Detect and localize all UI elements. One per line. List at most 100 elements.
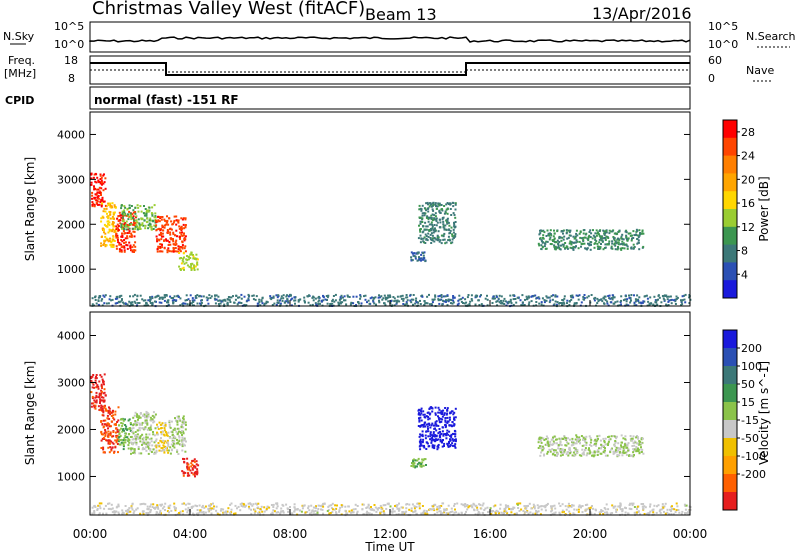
data-cell [99,192,101,194]
data-cell [180,217,183,220]
data-cell [398,502,400,505]
data-cell [107,502,109,505]
data-cell [171,431,174,434]
data-cell [272,295,275,298]
data-cell [159,509,162,512]
data-cell [586,503,589,506]
data-cell [570,243,573,246]
data-cell [174,509,177,512]
data-cell [355,295,358,298]
data-cell [610,247,613,250]
data-cell [510,511,513,514]
data-cell [587,448,590,451]
data-cell [124,241,127,244]
data-cell [466,508,469,511]
data-cell [117,215,120,218]
data-cell [124,206,127,209]
data-cell [580,237,583,240]
data-cell [101,202,103,205]
data-cell [159,245,162,248]
data-cell [384,298,387,301]
data-cell [155,221,158,224]
data-cell [107,217,110,220]
data-cell [543,439,546,441]
data-cell [639,440,642,443]
data-cell [584,438,587,441]
data-cell [95,394,98,397]
data-cell [105,205,108,208]
data-cell [95,201,98,204]
data-cell [113,450,116,453]
data-cell [182,251,185,254]
data-cell [214,298,217,301]
data-cell [593,450,596,453]
data-cell [94,187,96,190]
data-cell [671,505,673,508]
y-tick-label: 2000 [57,423,85,436]
data-cell [425,511,428,514]
data-cell [628,232,630,235]
data-cell [185,261,188,264]
data-cell [541,445,544,448]
data-cell [594,238,597,241]
data-cell [251,294,254,297]
data-cell [181,502,184,505]
data-cell [155,444,158,447]
data-cell [106,414,109,417]
data-cell [117,505,120,508]
data-cell [293,503,296,506]
data-cell [446,421,449,424]
data-cell [331,511,334,514]
data-cell [102,512,104,515]
data-cell [644,506,647,509]
data-cell [521,304,524,307]
data-cell [96,384,99,387]
data-cell [90,177,93,180]
data-cell [541,297,544,300]
data-cell [282,511,285,514]
data-cell [114,413,117,416]
data-cell [147,209,150,212]
data-cell [438,510,441,513]
data-cell [159,296,162,299]
data-cell [279,302,282,305]
data-cell [419,464,422,467]
data-cell [193,267,196,270]
y-tick-label: 4000 [57,329,85,342]
data-cell [123,213,126,216]
data-cell [421,435,424,438]
data-cell [395,299,398,302]
data-cell [601,510,604,512]
data-cell [422,410,425,413]
data-cell [569,229,572,232]
data-cell [637,443,640,446]
data-cell [554,241,557,244]
data-cell [130,435,133,438]
data-cell [132,230,135,233]
data-cell [102,174,105,177]
data-cell [569,512,572,515]
data-cell [599,247,602,250]
data-cell [184,428,187,431]
colorbar-swatch [723,262,737,281]
data-cell [421,424,424,426]
data-cell [112,212,115,215]
data-cell [248,507,251,510]
data-cell [602,229,605,232]
data-cell [546,452,549,455]
data-cell [414,459,417,462]
data-cell [181,218,184,221]
data-cell [580,505,583,508]
data-cell [286,294,288,297]
data-cell [111,230,114,233]
data-cell [556,295,559,298]
data-cell [118,439,121,442]
data-cell [410,259,413,262]
data-cell [664,512,667,515]
colorbar-tick-label: -100 [741,450,766,463]
data-cell [339,302,342,305]
nsky-trace [89,36,691,43]
freq-unit-label: [MHz] [4,67,36,80]
data-cell [557,444,560,447]
data-cell [115,436,118,438]
